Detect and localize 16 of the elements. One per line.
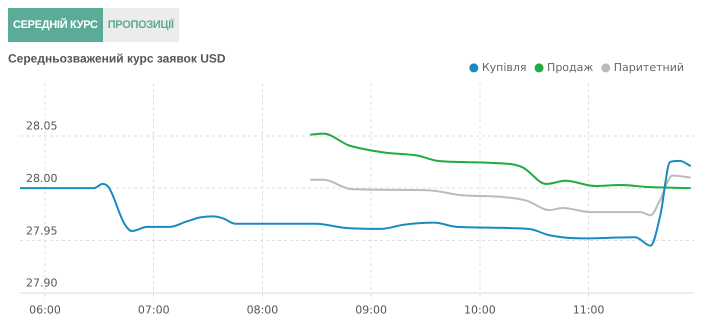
y-tick-label: 27.90 <box>26 276 58 290</box>
x-tick-label: 07:00 <box>138 303 170 316</box>
x-tick-label: 08:00 <box>246 303 278 316</box>
x-tick-label: 11:00 <box>572 303 604 316</box>
x-tick-label: 10:00 <box>464 303 496 316</box>
y-tick-label: 28.00 <box>26 172 58 185</box>
chart-title: Середньозважений курс заявок USD <box>8 52 226 66</box>
legend-label: Паритетний <box>614 60 684 74</box>
x-tick-label: 06:00 <box>29 303 61 316</box>
y-tick-label: 28.05 <box>26 120 58 133</box>
legend-label: Продаж <box>547 60 594 74</box>
x-tick-label: 09:00 <box>355 303 387 316</box>
y-tick-label: 27.95 <box>26 224 58 238</box>
text: СЕРЕДНІЙ КУРС <box>8 8 103 42</box>
text: ПРОПОЗИЦІЇ <box>102 8 179 42</box>
legend-label: Купівля <box>482 60 527 74</box>
